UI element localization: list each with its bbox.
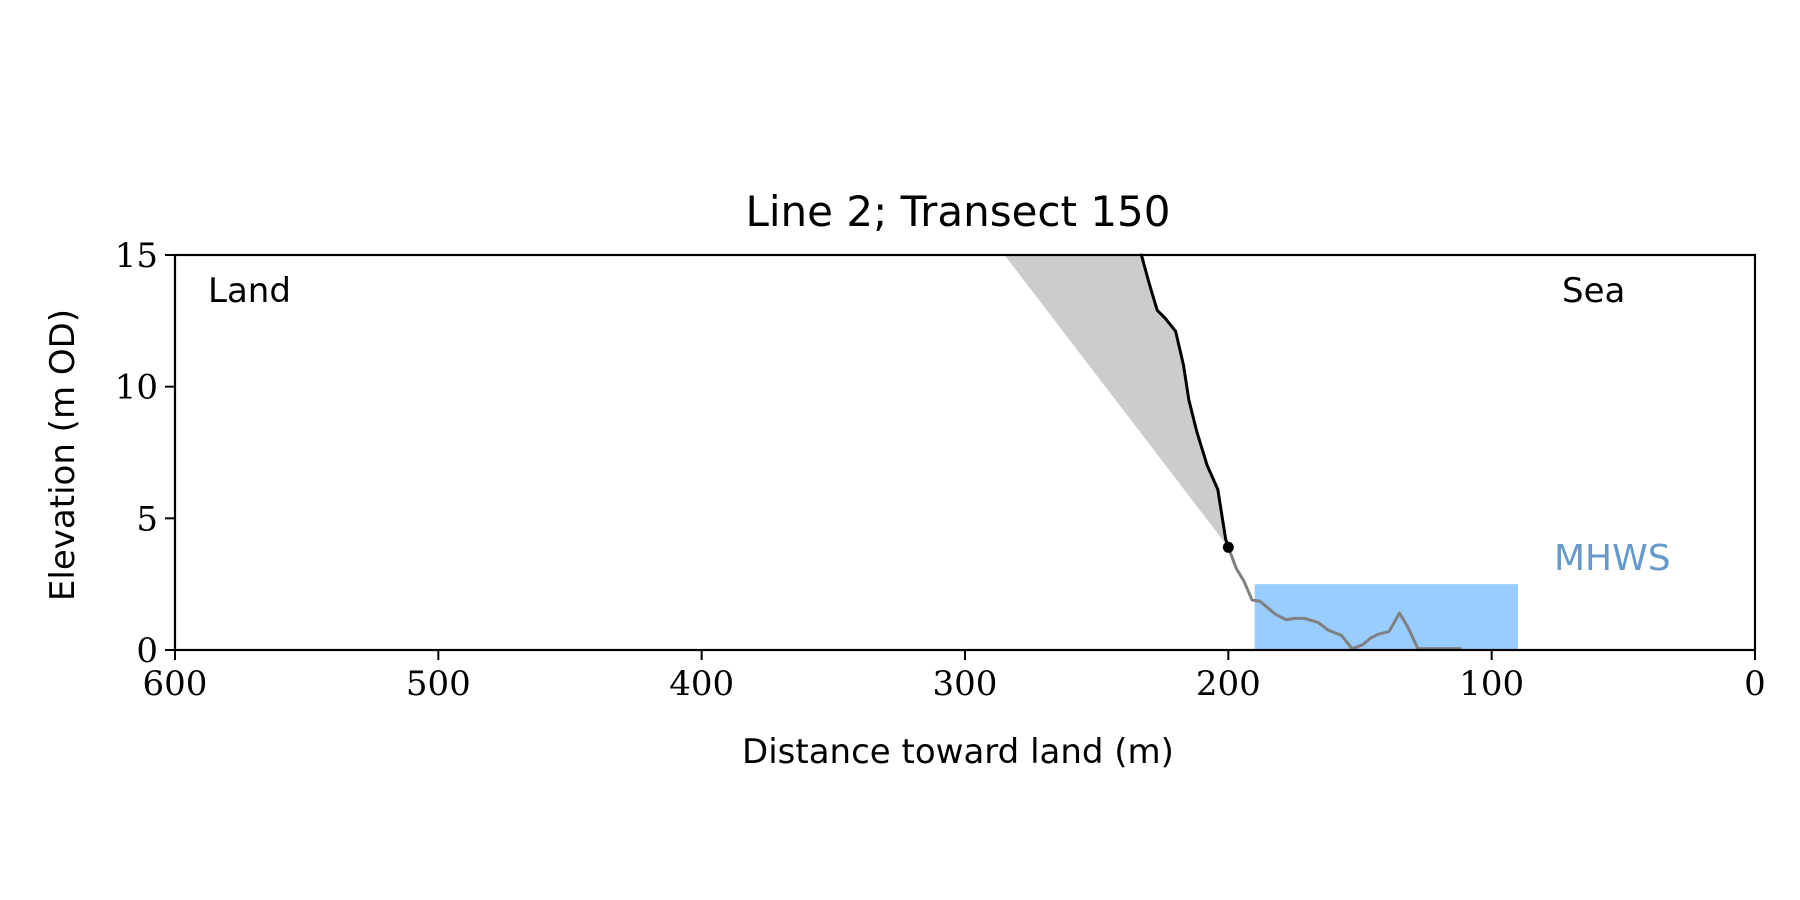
x-axis: 600 500 400 300 200 100 0 [143, 650, 1766, 704]
plot-area [173, 253, 1757, 652]
mhws-annotation: MHWS [1554, 538, 1671, 579]
x-axis-label: Distance toward land (m) [742, 732, 1174, 772]
y-tick-label: 0 [136, 631, 158, 671]
cliff-toe-point [1222, 541, 1234, 553]
y-axis: 0 5 10 15 [115, 236, 175, 671]
cliff-profile-line [1139, 253, 1230, 549]
x-tick-label: 600 [143, 664, 208, 704]
x-tick-label: 400 [669, 664, 734, 704]
y-tick-label: 15 [115, 236, 158, 276]
x-tick-label: 300 [933, 664, 998, 704]
x-tick-label: 0 [1744, 664, 1766, 704]
x-tick-label: 200 [1196, 664, 1261, 704]
land-annotation: Land [208, 271, 291, 311]
y-tick-label: 10 [115, 368, 158, 408]
beach-profile-line [1226, 545, 1462, 651]
shaded-wedge [1004, 255, 1229, 548]
sea-annotation: Sea [1562, 271, 1625, 311]
y-tick-label: 5 [136, 499, 158, 539]
x-tick-label: 100 [1459, 664, 1524, 704]
x-tick-label: 500 [406, 664, 471, 704]
chart-title: Line 2; Transect 150 [745, 187, 1170, 236]
y-axis-label: Elevation (m OD) [43, 309, 83, 601]
